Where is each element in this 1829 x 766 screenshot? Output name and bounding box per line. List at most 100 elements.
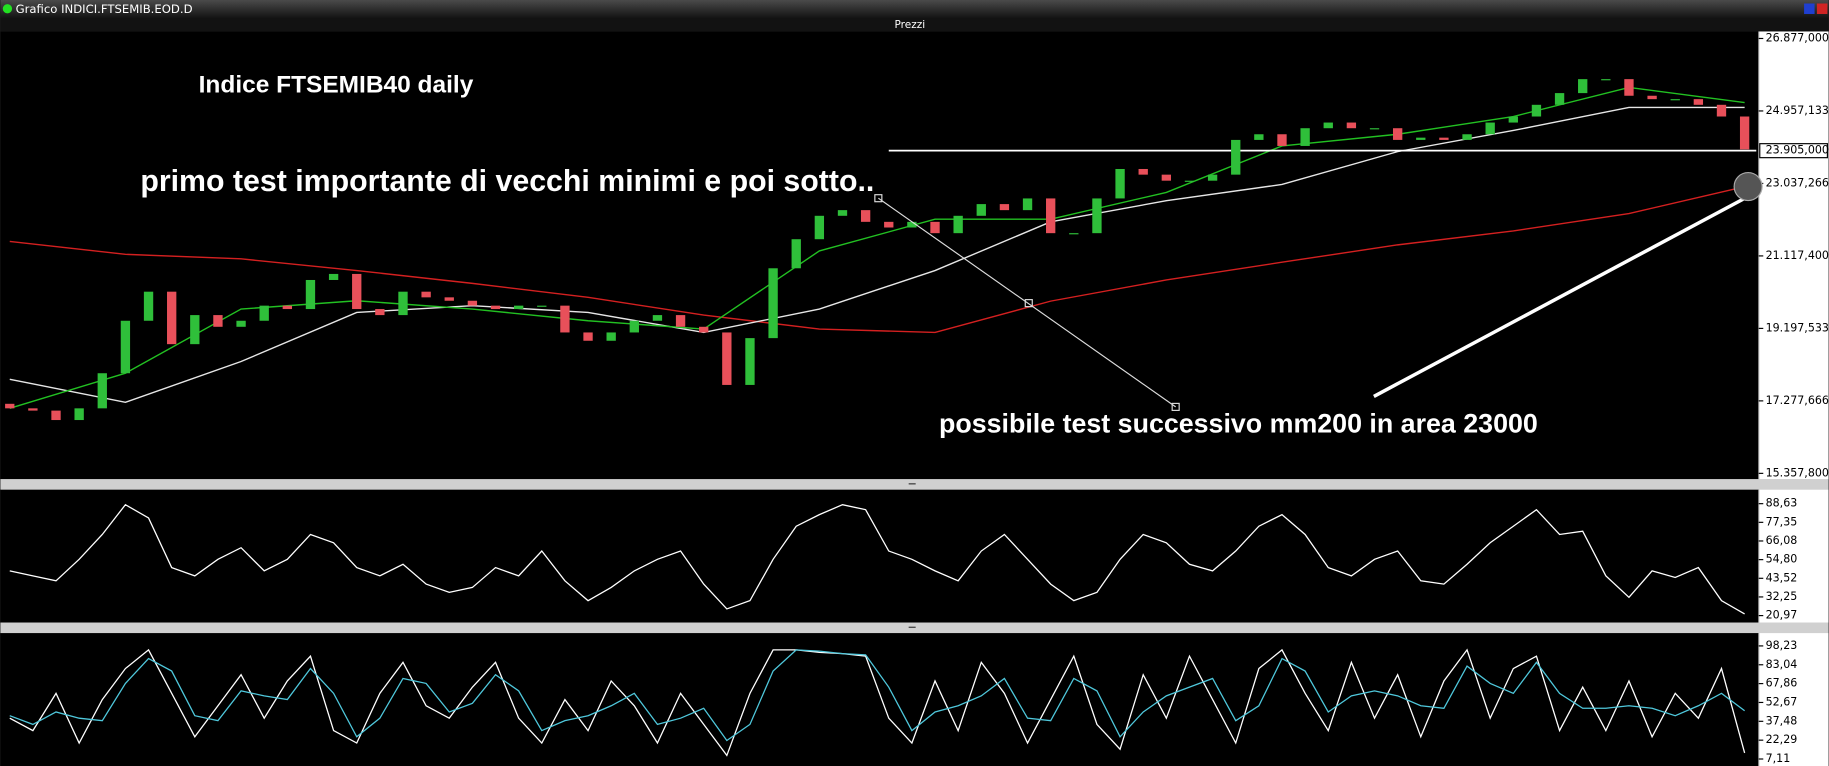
line-handle [1024, 299, 1033, 308]
candle [1046, 198, 1056, 234]
panel-title: Prezzi [895, 19, 926, 31]
candle [791, 239, 801, 269]
candle [1022, 198, 1033, 211]
candle [444, 297, 454, 301]
candle [1161, 174, 1171, 181]
y-tick-label: 20,97 [1766, 609, 1798, 622]
candle [236, 320, 246, 327]
candle [259, 305, 269, 321]
y-tick-label: 52,67 [1766, 695, 1798, 708]
candle [467, 300, 478, 306]
stochastic-plot [0, 633, 1759, 766]
candle [537, 305, 547, 307]
title-bar [0, 0, 1829, 18]
y-tick-label: 21.117,4000 [1766, 249, 1829, 262]
moving-average [9, 186, 1745, 334]
indicator-line [9, 648, 1746, 757]
window-button[interactable] [1804, 3, 1815, 14]
candle [583, 332, 593, 341]
candle [1554, 93, 1565, 105]
candle [768, 268, 778, 339]
candle [51, 410, 61, 421]
y-tick-label: 43,52 [1766, 571, 1798, 584]
candle [930, 221, 940, 234]
moving-average [9, 106, 1745, 404]
candle [1069, 233, 1079, 235]
moving-average [9, 86, 1745, 410]
candle [1184, 180, 1195, 182]
y-tick-label: 17.277,6667 [1766, 394, 1829, 407]
candle [190, 315, 200, 345]
annotation: possibile test successivo mm200 in area … [939, 409, 1538, 439]
trend-line [878, 197, 1176, 408]
y-tick-label: 7,11 [1766, 752, 1791, 765]
candle [814, 215, 825, 240]
candle [398, 291, 408, 316]
oscillator-axis [1758, 489, 1829, 623]
candle [699, 326, 709, 333]
candle [722, 332, 732, 385]
candle [97, 373, 107, 409]
candle [1092, 198, 1102, 234]
y-tick-label: 23.037,2667 [1766, 176, 1829, 189]
y-tick-label: 26.877,0000 [1766, 31, 1829, 44]
window-button[interactable] [1816, 3, 1828, 14]
chart-title: Indice FTSEMIB40 daily [199, 72, 474, 99]
y-tick-label: 77,35 [1766, 515, 1798, 528]
candle [745, 338, 755, 385]
candle [1670, 99, 1680, 101]
y-tick-label: 22,29 [1766, 733, 1798, 746]
candle [1392, 128, 1403, 140]
stochastic-axis [1758, 633, 1829, 766]
candle [213, 315, 223, 327]
panel-header [0, 17, 1829, 32]
candle [1231, 139, 1241, 175]
y-tick-label: 88,63 [1766, 497, 1798, 510]
candle [1647, 95, 1657, 100]
price-axis [1758, 31, 1829, 480]
candle [1716, 104, 1727, 117]
candle [74, 408, 84, 421]
candle [675, 315, 686, 327]
indicator-line [9, 649, 1746, 742]
y-tick-label: 83,04 [1766, 658, 1798, 671]
candle [1578, 79, 1588, 94]
candle [120, 320, 131, 374]
candle [1531, 104, 1542, 117]
candle [606, 332, 616, 341]
candle [1508, 116, 1518, 123]
candle [629, 320, 639, 333]
candle [652, 315, 663, 321]
y-tick-label: 24.957,1333 [1766, 104, 1829, 117]
candle [1439, 137, 1449, 140]
candle [1138, 168, 1148, 175]
y-tick-label: 15.357,8000 [1766, 466, 1829, 479]
drawing-tools [874, 171, 1763, 411]
candle [1207, 174, 1218, 181]
candle [421, 291, 431, 298]
candle [1624, 79, 1634, 96]
oscillator-plot [0, 489, 1759, 623]
indicator-line [9, 503, 1745, 615]
candle [976, 204, 986, 216]
candle [1254, 134, 1264, 140]
candle [5, 403, 15, 409]
candle [1115, 168, 1125, 199]
candle [1739, 116, 1750, 150]
candle [352, 273, 362, 310]
candle [1300, 128, 1310, 146]
chart-layers: 26.877,0000 24.957,1333 23.037,2667 21.117,… [5, 31, 1829, 765]
candle [375, 309, 385, 316]
candle [953, 215, 963, 234]
y-tick-label: 98,23 [1766, 639, 1798, 652]
candle [560, 305, 570, 333]
price-plot [0, 31, 1759, 480]
y-tick-label: 19.197,5333 [1766, 321, 1829, 334]
candle [999, 204, 1010, 211]
candle [1693, 99, 1704, 105]
candle [1346, 122, 1357, 129]
y-tick-label: 32,25 [1766, 590, 1798, 603]
y-tick-label: 66,08 [1766, 534, 1798, 547]
